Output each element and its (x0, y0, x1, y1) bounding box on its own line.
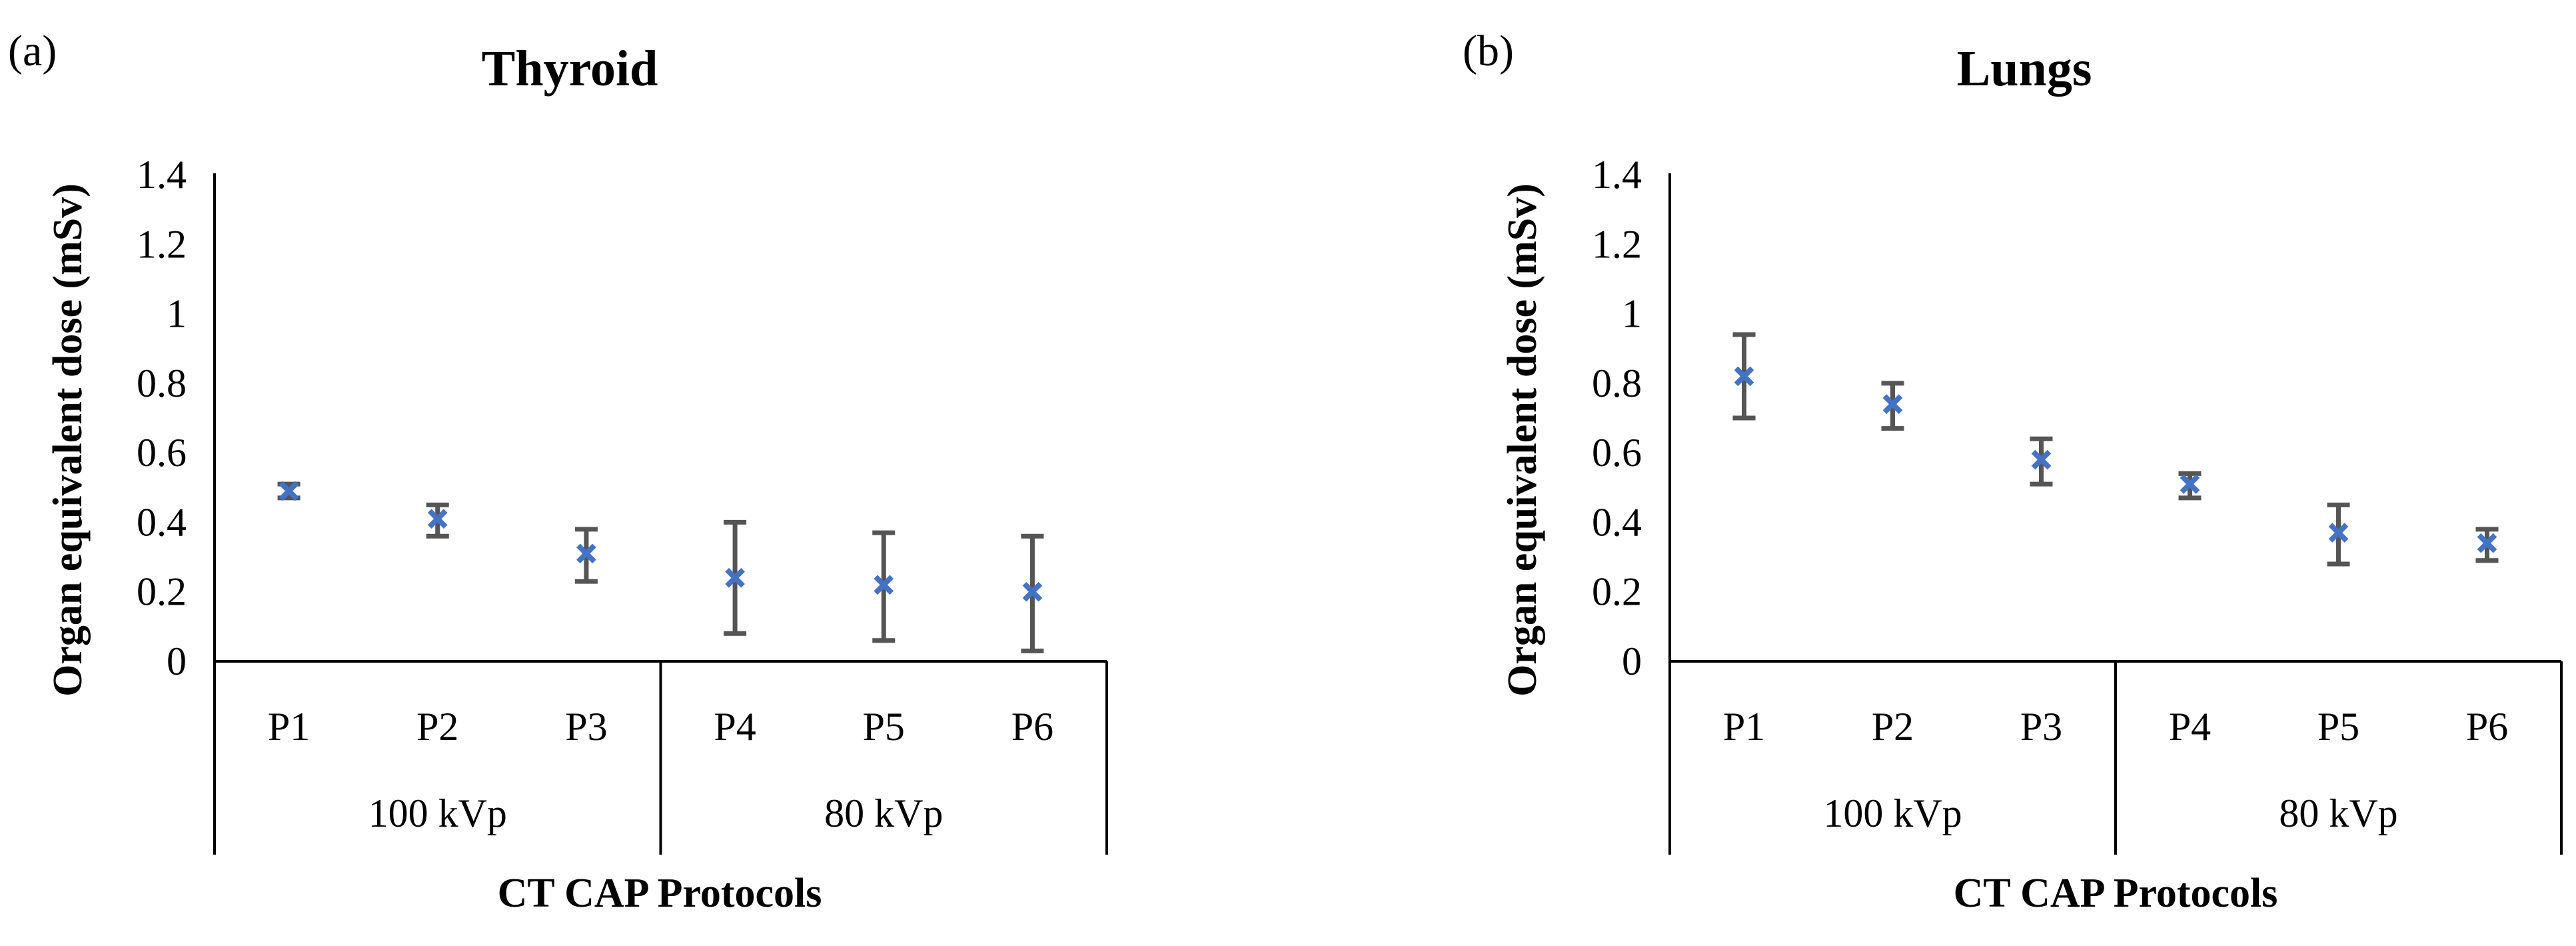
panel-b-y-tick-label: 0.8 (1592, 361, 1642, 405)
panel-a-y-tick-label: 1.4 (137, 153, 187, 197)
panel-a-y-tick-label: 0.2 (137, 570, 187, 614)
panel-b-y-tick-label: 1.2 (1592, 222, 1642, 266)
panel-a-category-label: P4 (714, 705, 756, 749)
panel-b-category-label: P6 (2466, 705, 2508, 749)
panel-a-y-axis-label: Organ equivalent dose (mSv) (45, 183, 91, 697)
panel-a-plot: 100 kVp 80 kVp 0 0.2 0.4 0.6 0.8 1 1.2 1.4 P1 P2 P3 P… (137, 153, 1108, 855)
panel-a-category-label: P5 (863, 705, 905, 749)
panel-a-y-tick-label: 1 (167, 292, 187, 336)
panel-b-y-tick-label: 0.2 (1592, 570, 1642, 614)
panel-a-data-point (427, 509, 448, 529)
panel-b-label: (b) (1463, 27, 1514, 75)
panel-b-category-label: P4 (2169, 705, 2211, 749)
panel-b-y-tick-label: 1 (1622, 292, 1642, 336)
panel-b-data-point (2031, 449, 2052, 470)
panel-a-category-label: P3 (565, 705, 607, 749)
panel-b-y-tick-label: 0 (1622, 639, 1642, 683)
panel-a-data-point (874, 575, 894, 595)
panel-a-data-point (279, 481, 299, 501)
panel-b-category-label: P1 (1723, 705, 1765, 749)
panel-b-y-tick-label: 0.4 (1592, 500, 1642, 544)
panel-a-data-point (576, 543, 596, 564)
panel-a-group-label: 80 kVp (824, 791, 943, 835)
panel-a-y-tick-label: 0.6 (137, 431, 187, 475)
panel-a-label: (a) (8, 27, 57, 75)
panel-lungs: (b) Lungs Organ equivalent dose (mSv) CT… (1463, 27, 2563, 916)
panel-a-x-axis-label: CT CAP Protocols (498, 871, 822, 916)
panel-a-y-tick-label: 0.4 (137, 500, 187, 544)
panel-a-data-point (1022, 581, 1043, 602)
panel-b-group-label: 80 kVp (2279, 791, 2397, 835)
panel-b-y-tick-label: 0.6 (1592, 431, 1642, 475)
panel-a-group-label: 100 kVp (368, 791, 507, 835)
panel-b-x-axis-label: CT CAP Protocols (1954, 871, 2278, 916)
panel-b-y-axis-label: Organ equivalent dose (mSv) (1500, 183, 1545, 697)
panel-a-category-label: P2 (416, 705, 458, 749)
panel-b-data-point (2180, 474, 2200, 494)
panel-a-data-point (725, 568, 745, 588)
panel-b-data-point (2328, 523, 2349, 543)
panel-a-title: Thyroid (482, 41, 658, 97)
panel-thyroid: (a) Thyroid Organ equivalent dose (mSv) … (8, 27, 1108, 916)
panel-b-data-point (1882, 394, 1903, 414)
panel-b-group-label: 100 kVp (1823, 791, 1962, 835)
panel-b-y-tick-label: 1.4 (1592, 153, 1642, 197)
panel-b-data-point (2477, 533, 2497, 553)
panel-b-category-label: P5 (2317, 705, 2359, 749)
panel-b-category-label: P3 (2020, 705, 2062, 749)
panel-a-category-label: P6 (1011, 705, 1053, 749)
panel-a-y-tick-label: 1.2 (137, 222, 187, 266)
panel-b-data-point (1734, 366, 1754, 387)
panel-a-category-label: P1 (268, 705, 310, 749)
panel-b-title: Lungs (1957, 41, 2092, 97)
panel-a-y-tick-label: 0 (167, 639, 187, 683)
panel-a-y-tick-label: 0.8 (137, 361, 187, 405)
panel-b-plot: 100 kVp 80 kVp 0 0.2 0.4 0.6 0.8 1 1.2 1.4 P1 P2 P3 P… (1592, 153, 2563, 855)
panel-b-category-label: P2 (1872, 705, 1914, 749)
